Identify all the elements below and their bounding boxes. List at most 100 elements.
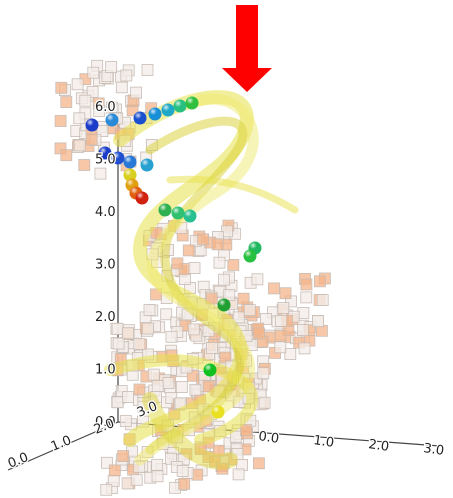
- voxel: [130, 86, 143, 99]
- atom-highlight: [123, 155, 137, 169]
- voxel: [112, 337, 125, 350]
- voxel: [211, 238, 224, 251]
- voxel: [187, 323, 200, 336]
- voxel: [141, 64, 154, 76]
- voxel: [105, 61, 118, 73]
- voxel: [252, 457, 265, 470]
- tick-label: 0.0: [95, 415, 116, 430]
- voxel: [243, 304, 256, 317]
- voxel: [175, 381, 188, 394]
- voxel: [257, 367, 270, 380]
- voxel: [55, 81, 68, 94]
- voxel: [160, 308, 173, 321]
- voxel: [117, 450, 130, 463]
- voxel: [73, 112, 86, 125]
- atom-highlight: [158, 203, 172, 217]
- tick-label: 2.0: [367, 437, 390, 455]
- voxel: [205, 342, 218, 354]
- atom-highlight: [211, 405, 225, 419]
- tick-label: 0.0: [257, 429, 280, 447]
- tick-label: 1.0: [312, 433, 335, 451]
- voxel: [87, 66, 100, 79]
- voxel: [218, 273, 231, 286]
- voxel: [312, 315, 325, 328]
- voxel: [71, 78, 84, 91]
- voxel: [60, 96, 73, 108]
- voxel: [197, 233, 210, 246]
- voxel: [141, 322, 154, 335]
- tick-label: 4.0: [95, 205, 116, 220]
- voxel: [122, 327, 134, 340]
- voxel: [240, 424, 252, 437]
- voxel: [115, 81, 128, 94]
- atom-highlight: [185, 96, 199, 110]
- voxel: [268, 282, 280, 295]
- atom-highlight: [105, 113, 119, 127]
- tick-label: 0.0: [6, 450, 31, 472]
- voxel: [171, 257, 184, 270]
- atom-highlight: [217, 298, 231, 312]
- voxel: [151, 470, 164, 483]
- voxel: [165, 330, 178, 343]
- y-axis: [7, 421, 119, 471]
- voxel: [251, 273, 264, 286]
- voxel: [298, 342, 311, 355]
- voxel: [94, 167, 107, 180]
- atom-highlight: [98, 146, 112, 160]
- atom-highlight: [243, 249, 257, 263]
- voxel: [108, 464, 121, 477]
- voxel: [213, 256, 226, 269]
- voxel: [60, 149, 73, 162]
- voxel: [85, 133, 98, 146]
- voxel: [79, 94, 92, 107]
- voxel: [133, 383, 146, 396]
- atom-highlight: [133, 111, 147, 125]
- voxel: [300, 291, 313, 304]
- voxel: [178, 477, 191, 490]
- atom-highlight: [171, 206, 185, 220]
- voxel: [54, 115, 67, 127]
- voxel: [189, 383, 202, 396]
- atom-highlight: [173, 99, 187, 113]
- voxel: [151, 380, 164, 392]
- tick-label: 6.0: [95, 100, 116, 115]
- atom-highlight: [148, 107, 162, 121]
- voxel: [178, 273, 191, 286]
- atom-highlight: [161, 103, 175, 117]
- voxel: [274, 330, 287, 342]
- voxel: [120, 69, 133, 82]
- voxel: [182, 244, 195, 257]
- voxel: [111, 396, 124, 409]
- atom-highlight: [111, 151, 125, 165]
- voxel: [162, 377, 175, 390]
- voxel: [296, 324, 309, 337]
- voxel: [277, 301, 290, 314]
- voxel: [119, 415, 132, 427]
- tick-label: 3.0: [422, 441, 445, 459]
- voxel: [284, 348, 297, 360]
- voxel: [151, 458, 164, 471]
- atom-highlight: [183, 209, 197, 223]
- atom-highlight: [135, 191, 149, 205]
- voxel: [316, 294, 329, 307]
- tick-label: 1.0: [49, 433, 74, 455]
- voxel: [133, 338, 146, 350]
- tick-label: 5.0: [95, 153, 116, 168]
- voxel: [274, 341, 287, 354]
- voxel: [188, 262, 201, 275]
- voxel: [219, 351, 232, 364]
- pointer-arrow: [222, 5, 272, 92]
- voxel: [227, 258, 240, 271]
- voxel: [93, 105, 106, 117]
- voxel: [258, 396, 271, 409]
- voxel: [300, 278, 313, 291]
- voxel: [176, 464, 189, 477]
- voxel: [100, 483, 113, 496]
- voxel: [78, 159, 91, 171]
- atom-highlight: [203, 363, 217, 377]
- voxel: [260, 313, 272, 325]
- voxel: [232, 468, 245, 481]
- voxel: [147, 368, 160, 381]
- tick-label: 1.0: [95, 363, 116, 378]
- voxel: [143, 304, 156, 316]
